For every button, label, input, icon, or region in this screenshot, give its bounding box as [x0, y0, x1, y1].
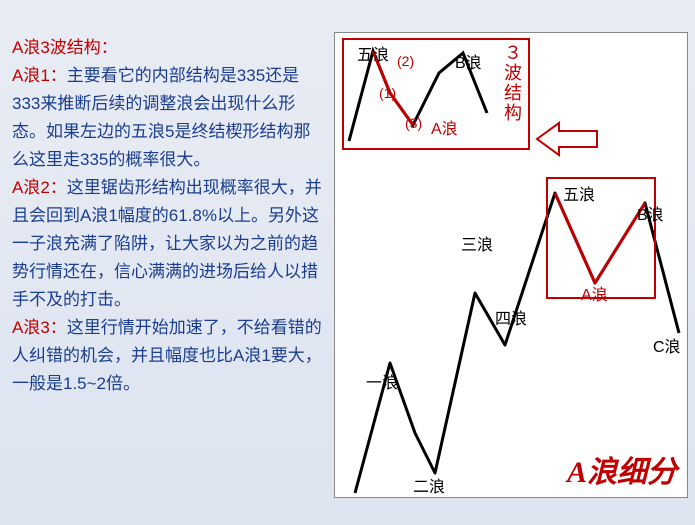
inset-num3: (3) — [405, 115, 422, 131]
inset-label-wu: 五浪 — [357, 41, 389, 65]
a3-label: A浪3： — [12, 318, 67, 337]
inset-label-b: B浪 — [455, 49, 482, 73]
inset-num1: (1) — [379, 85, 396, 101]
label-a: A浪 — [581, 281, 608, 305]
explanation-text: A浪3波结构： A浪1：主要看它的内部结构是335还是333来推断后续的调整浪会… — [12, 34, 322, 398]
inset-label-a: A浪 — [431, 115, 458, 139]
a2-body: 这里锯齿形结构出现概率很大，并且会回到A浪1幅度的61.8%以上。另外这一子浪充… — [12, 178, 322, 309]
label-wave5: 五浪 — [563, 181, 595, 205]
label-wave4: 四浪 — [495, 305, 527, 329]
inset-num2: (2) — [397, 53, 414, 69]
arrow-icon — [537, 123, 597, 155]
main-red-line — [555, 193, 645, 283]
inset-vertical-text: ３波结构 — [503, 43, 523, 123]
chart-panel: 五浪 B浪 A浪 (1) (2) (3) ３波结构 一浪 二浪 三浪 四浪 五浪… — [334, 32, 688, 498]
label-c: C浪 — [653, 333, 681, 357]
chart-title: A浪细分 — [567, 447, 677, 491]
label-wave2: 二浪 — [413, 473, 445, 497]
heading: A浪3波结构： — [12, 38, 118, 57]
a2-label: A浪2： — [12, 178, 67, 197]
a1-label: A浪1： — [12, 66, 67, 85]
label-b: B浪 — [637, 201, 664, 225]
label-wave3: 三浪 — [461, 231, 493, 255]
label-wave1: 一浪 — [366, 369, 398, 393]
